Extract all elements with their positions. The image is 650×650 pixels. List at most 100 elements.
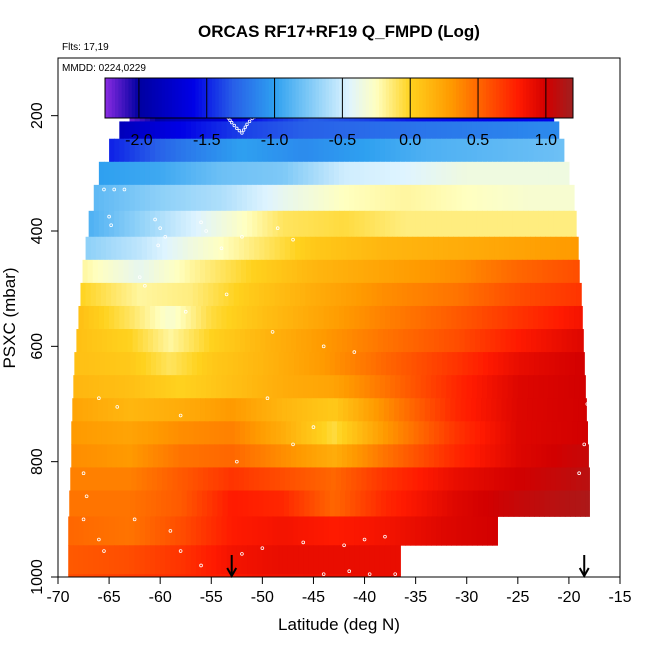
heatmap-cell: [384, 161, 391, 186]
colorbar-cell: [539, 78, 544, 118]
heatmap-cell: [95, 236, 102, 261]
heatmap-cell: [313, 516, 320, 546]
heatmap-cell: [500, 329, 507, 353]
heatmap-cell: [129, 184, 136, 212]
heatmap-cell: [480, 421, 486, 445]
heatmap-cell: [333, 305, 340, 330]
heatmap-cell: [377, 421, 384, 445]
heatmap-cell: [155, 516, 161, 546]
heatmap-cell: [269, 282, 276, 307]
heatmap-cell: [441, 375, 447, 399]
heatmap-cell: [393, 421, 399, 445]
heatmap-cell: [81, 421, 88, 445]
colorbar-cell: [469, 78, 474, 118]
heatmap-cell: [136, 467, 143, 491]
flight-track-point: [240, 131, 244, 135]
heatmap-cell: [364, 210, 371, 238]
heatmap-cell: [248, 490, 254, 517]
heatmap-cell: [278, 352, 285, 376]
heatmap-cell: [512, 375, 519, 399]
heatmap-cell: [582, 444, 588, 468]
heatmap-cell: [184, 259, 191, 284]
heatmap-cell: [280, 329, 287, 353]
heatmap-cell: [528, 121, 534, 140]
heatmap-cell: [206, 138, 212, 163]
heatmap-cell: [328, 210, 335, 238]
heatmap-cell: [139, 305, 146, 330]
heatmap-cell: [396, 352, 402, 376]
heatmap-cell: [79, 352, 86, 376]
heatmap-cell: [425, 121, 432, 140]
heatmap-cell: [449, 444, 456, 468]
heatmap-cell: [330, 467, 337, 491]
heatmap-cell: [267, 184, 274, 212]
heatmap-cell: [451, 121, 458, 140]
colorbar-cell: [121, 78, 126, 118]
heatmap-cell: [374, 545, 381, 575]
heatmap-cell: [374, 210, 381, 238]
heatmap-cell: [498, 490, 505, 517]
heatmap-cell: [574, 210, 577, 238]
colorbar-cell: [108, 78, 113, 118]
heatmap-cell: [390, 375, 396, 399]
heatmap-cell: [344, 138, 350, 163]
heatmap-cell: [557, 259, 564, 284]
heatmap-cell: [289, 236, 296, 261]
heatmap-cell: [179, 398, 186, 422]
heatmap-cell: [165, 545, 171, 575]
heatmap-cell: [354, 574, 361, 577]
heatmap-cell: [318, 375, 325, 399]
heatmap-cell: [170, 375, 177, 399]
heatmap-cell: [538, 210, 544, 238]
colorbar-cell: [125, 78, 129, 118]
flight-track-point: [275, 226, 280, 230]
heatmap-cell: [93, 545, 100, 575]
heatmap-cell: [327, 259, 334, 284]
colorbar-cell: [158, 78, 163, 118]
heatmap-cell: [270, 329, 277, 353]
heatmap-cell: [577, 421, 583, 445]
heatmap-cell: [423, 329, 430, 353]
heatmap-cell: [282, 305, 289, 330]
heatmap-cell: [174, 259, 181, 284]
colorbar-cell: [218, 78, 223, 118]
heatmap-cell: [272, 375, 279, 399]
heatmap-cell: [298, 545, 304, 575]
heatmap-cell: [436, 375, 442, 399]
heatmap-cell: [536, 329, 542, 353]
heatmap-cell: [178, 329, 185, 353]
heatmap-cell: [379, 210, 386, 238]
heatmap-cell: [233, 467, 240, 491]
heatmap-cell: [302, 398, 308, 422]
heatmap-cell: [555, 236, 562, 261]
heatmap-cell: [490, 444, 496, 468]
heatmap-cell: [418, 329, 425, 353]
colorbar-cell: [222, 78, 226, 118]
colorbar-cell: [422, 78, 427, 118]
heatmap-cell: [359, 574, 366, 577]
flight-track-point: [204, 229, 208, 233]
heatmap-cell: [166, 352, 173, 376]
heatmap-cell: [246, 259, 252, 284]
heatmap-cell: [566, 444, 573, 468]
heatmap-cell: [73, 545, 80, 575]
heatmap-cell: [457, 352, 464, 376]
heatmap-cell: [394, 398, 400, 422]
heatmap-cell: [298, 138, 304, 163]
heatmap-cell: [160, 574, 166, 577]
heatmap-cell: [238, 236, 245, 261]
colorbar-cell: [452, 78, 457, 118]
heatmap-cell: [130, 352, 137, 376]
heatmap-cell: [333, 516, 340, 546]
heatmap-cell: [336, 421, 343, 445]
heatmap-cell: [360, 352, 367, 376]
heatmap-cell: [262, 184, 269, 212]
heatmap-cell: [296, 444, 302, 468]
heatmap-cell: [98, 161, 105, 186]
heatmap-cell: [417, 282, 424, 307]
heatmap-cell: [487, 161, 493, 186]
heatmap-cell: [287, 545, 294, 575]
heatmap-cell: [400, 184, 407, 212]
flight-track-point: [163, 234, 168, 239]
heatmap-cell: [257, 121, 263, 140]
